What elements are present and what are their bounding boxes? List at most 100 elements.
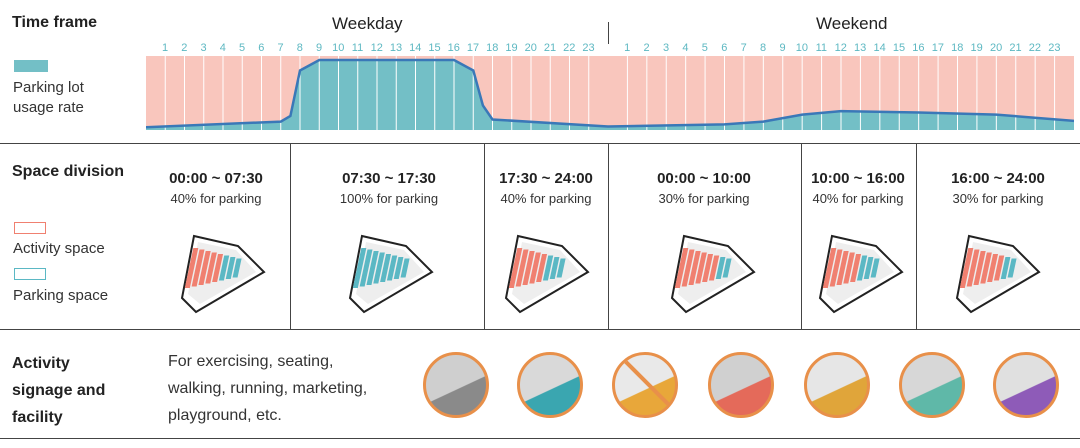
hour-label: 18 [486,42,499,54]
division-time: 10:00 ~ 16:00 [811,170,905,187]
hour-label: 6 [258,42,265,54]
hour-label: 12 [370,42,383,54]
hour-label: 15 [892,42,906,54]
site-plan [348,234,434,314]
parking-swatch [14,268,46,280]
section-divider-3 [0,438,1080,439]
division-time: 00:00 ~ 07:30 [169,170,263,187]
site-plan [955,234,1041,314]
division-1: 00:00 ~ 07:30 40% for parking [150,170,282,206]
activity-swatch [14,222,46,234]
hour-label: 1 [624,42,631,54]
hour-label: 15 [428,42,441,54]
hour-label: 13 [854,42,867,54]
hour-label: 3 [662,42,670,54]
division-time: 00:00 ~ 10:00 [657,170,751,187]
hour-label: 16 [912,42,925,54]
prohibited-slash [619,355,675,415]
activity-photo-circle [993,352,1059,418]
hour-label: 18 [951,42,964,54]
hour-label: 3 [200,42,207,54]
site-plan [670,234,756,314]
activity-photo-circle [708,352,774,418]
division-pct: 40% for parking [812,191,904,206]
space-division-label: Space division [12,163,125,180]
activity-photo-circle [612,352,678,418]
hour-label: 4 [219,42,226,54]
hour-label: 21 [543,42,557,54]
hour-label: 17 [466,42,480,54]
hour-label: 2 [181,42,188,54]
division-6: 16:00 ~ 24:00 30% for parking [922,170,1074,206]
hour-label: 7 [277,42,284,54]
site-plan [180,234,266,314]
division-pct: 100% for parking [339,191,439,206]
division-line [916,144,917,329]
hour-label: 5 [238,42,246,54]
hour-label: 8 [296,42,303,54]
hour-label: 8 [760,42,767,54]
hour-label: 4 [682,42,689,54]
weekend-header: Weekend [816,14,888,33]
hour-label: 22 [563,42,576,54]
division-pct: 30% for parking [952,191,1044,206]
time-frame-label: Time frame [12,14,98,31]
activity-space-label: Activity space [13,240,105,257]
usage-chart [146,56,1074,130]
division-line [608,144,609,329]
section-divider-2 [0,329,1080,330]
activity-photo-circle [899,352,965,418]
division-3: 17:30 ~ 24:00 40% for parking [488,170,604,206]
division-pct: 30% for parking [658,191,750,206]
division-line [801,144,802,329]
hour-label: 5 [701,42,708,54]
hour-label: 17 [931,42,944,54]
hour-label: 14 [873,42,886,54]
site-plan [504,234,590,314]
division-time: 17:30 ~ 24:00 [499,170,593,187]
activity-photo-circle [517,352,583,418]
usage-label: Parking lot usage rate [13,79,84,116]
hour-label: 11 [815,42,828,54]
division-time: 16:00 ~ 24:00 [951,170,1045,187]
hour-label: 10 [332,42,345,54]
division-pct: 40% for parking [500,191,592,206]
hour-label: 6 [721,42,728,54]
hour-label: 20 [524,42,537,54]
hour-label: 14 [409,42,422,54]
hour-label: 13 [389,42,403,54]
hour-label: 11 [351,42,364,54]
weekday-header: Weekday [332,14,403,33]
hour-label: 20 [989,42,1003,54]
site-plan [818,234,904,314]
usage-line [146,58,1074,129]
hour-label: 12 [834,42,847,54]
hour-label: 22 [1028,42,1042,54]
division-line [484,144,485,329]
hour-label: 19 [505,42,518,54]
hour-label: 16 [447,42,460,54]
hour-label: 9 [779,42,786,54]
hour-label: 23 [582,42,595,54]
division-5: 10:00 ~ 16:00 40% for parking [804,170,912,206]
section-divider-1 [0,143,1080,144]
usage-swatch [14,60,48,72]
parking-space-label: Parking space [13,287,109,304]
activity-description: For exercising, seating, walking, runnin… [168,353,368,424]
division-4: 00:00 ~ 10:00 30% for parking [614,170,794,206]
usage-area [146,60,1074,130]
hour-label: 10 [795,42,809,54]
activity-photo-circle [423,352,489,418]
activity-photo-circle [804,352,870,418]
hour-label: 1 [161,42,169,54]
header-divider [608,22,609,44]
hour-label: 19 [970,42,983,54]
division-line [290,144,291,329]
division-pct: 40% for parking [170,191,262,206]
division-time: 07:30 ~ 17:30 [342,170,436,187]
hour-label: 7 [740,42,747,54]
hour-label: 9 [315,42,323,54]
hour-label: 2 [643,42,650,54]
division-2: 07:30 ~ 17:30 100% for parking [300,170,478,206]
